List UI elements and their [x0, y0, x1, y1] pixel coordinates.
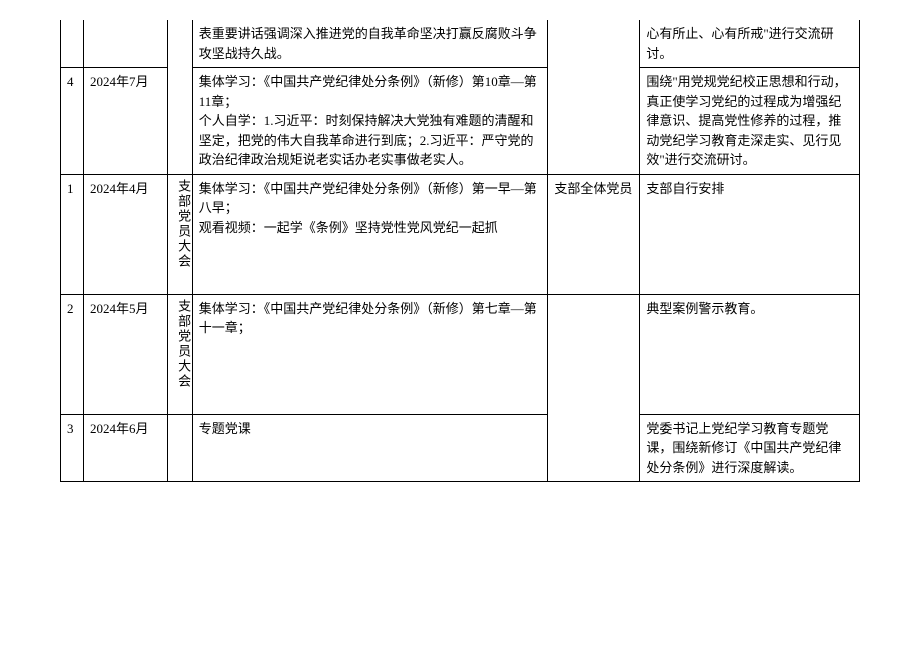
cell-note: 党委书记上党纪学习教育专题党课，围绕新修订《中国共产党纪律处分条例》进行深度解读…: [640, 414, 860, 482]
cell-note: 支部自行安排: [640, 174, 860, 294]
cell-note: 典型案例警示教育。: [640, 294, 860, 414]
meeting-type-label: 支部党员大会: [174, 299, 194, 389]
cell-date: 2024年4月: [84, 174, 168, 294]
cell-note: 围绕"用党规党纪校正思想和行动，真正使学习党纪的过程成为增强纪律意识、提高党性修…: [640, 68, 860, 175]
cell-who: [548, 294, 640, 482]
cell-content: 专题党课: [192, 414, 548, 482]
cell-num: 4: [61, 68, 84, 175]
schedule-table: 表重要讲话强调深入推进党的自我革命坚决打赢反腐败斗争攻坚战持久战。 心有所止、心…: [60, 20, 860, 482]
cell-content: 集体学习：《中国共产党纪律处分条例》（新修）第一早—第八早； 观看视频：一起学《…: [192, 174, 548, 294]
cell-content: 集体学习：《中国共产党纪律处分条例》（新修）第七章—第十一章；: [192, 294, 548, 414]
cell-type: 支部党员大会: [167, 294, 192, 414]
cell-date: [84, 20, 168, 68]
cell-who: [548, 20, 640, 174]
cell-num: 1: [61, 174, 84, 294]
meeting-type-label: 支部党员大会: [174, 179, 194, 269]
cell-date: 2024年5月: [84, 294, 168, 414]
cell-date: 2024年7月: [84, 68, 168, 175]
cell-num: [61, 20, 84, 68]
table-row: 3 2024年6月 专题党课 党委书记上党纪学习教育专题党课，围绕新修订《中国共…: [61, 414, 860, 482]
cell-type: [167, 20, 192, 174]
cell-content: 集体学习：《中国共产党纪律处分条例》（新修）第10章—第11章； 个人自学：1.…: [192, 68, 548, 175]
cell-num: 3: [61, 414, 84, 482]
cell-content: 表重要讲话强调深入推进党的自我革命坚决打赢反腐败斗争攻坚战持久战。: [192, 20, 548, 68]
cell-type: [167, 414, 192, 482]
table-row: 1 2024年4月 支部党员大会 集体学习：《中国共产党纪律处分条例》（新修）第…: [61, 174, 860, 294]
cell-date: 2024年6月: [84, 414, 168, 482]
cell-who: 支部全体党员: [548, 174, 640, 294]
table-row: 表重要讲话强调深入推进党的自我革命坚决打赢反腐败斗争攻坚战持久战。 心有所止、心…: [61, 20, 860, 68]
cell-num: 2: [61, 294, 84, 414]
cell-type: 支部党员大会: [167, 174, 192, 294]
cell-note: 心有所止、心有所戒"进行交流研讨。: [640, 20, 860, 68]
table-row: 2 2024年5月 支部党员大会 集体学习：《中国共产党纪律处分条例》（新修）第…: [61, 294, 860, 414]
